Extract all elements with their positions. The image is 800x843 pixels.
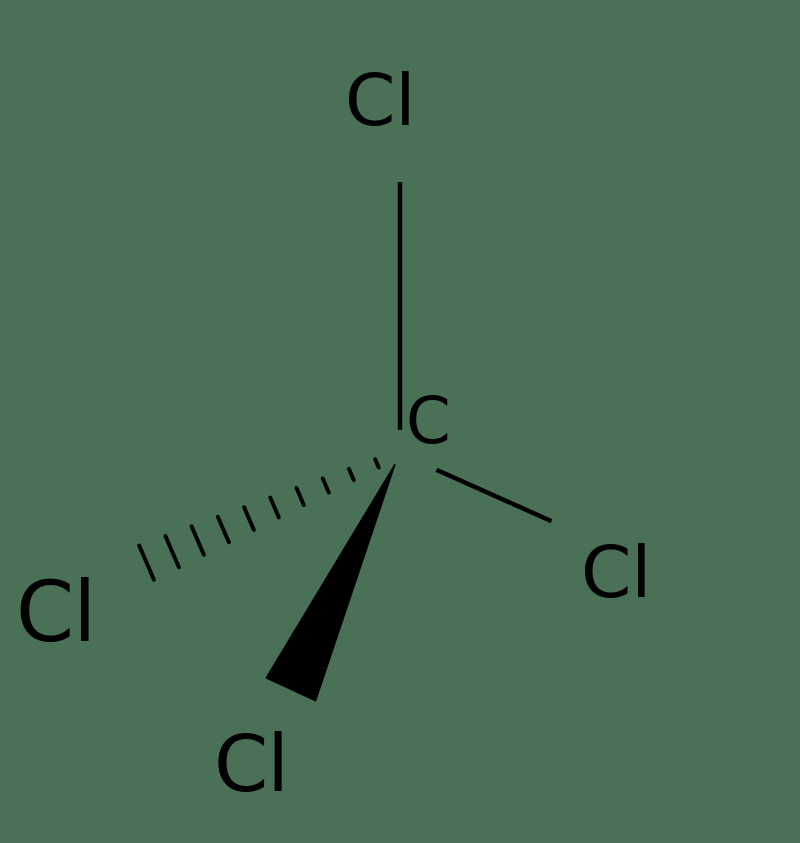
Text: Cl: Cl [214,732,290,808]
Text: C: C [406,395,450,457]
Text: Cl: Cl [581,543,651,612]
Polygon shape [266,464,395,701]
Text: Cl: Cl [345,71,415,140]
Text: Cl: Cl [15,577,97,658]
